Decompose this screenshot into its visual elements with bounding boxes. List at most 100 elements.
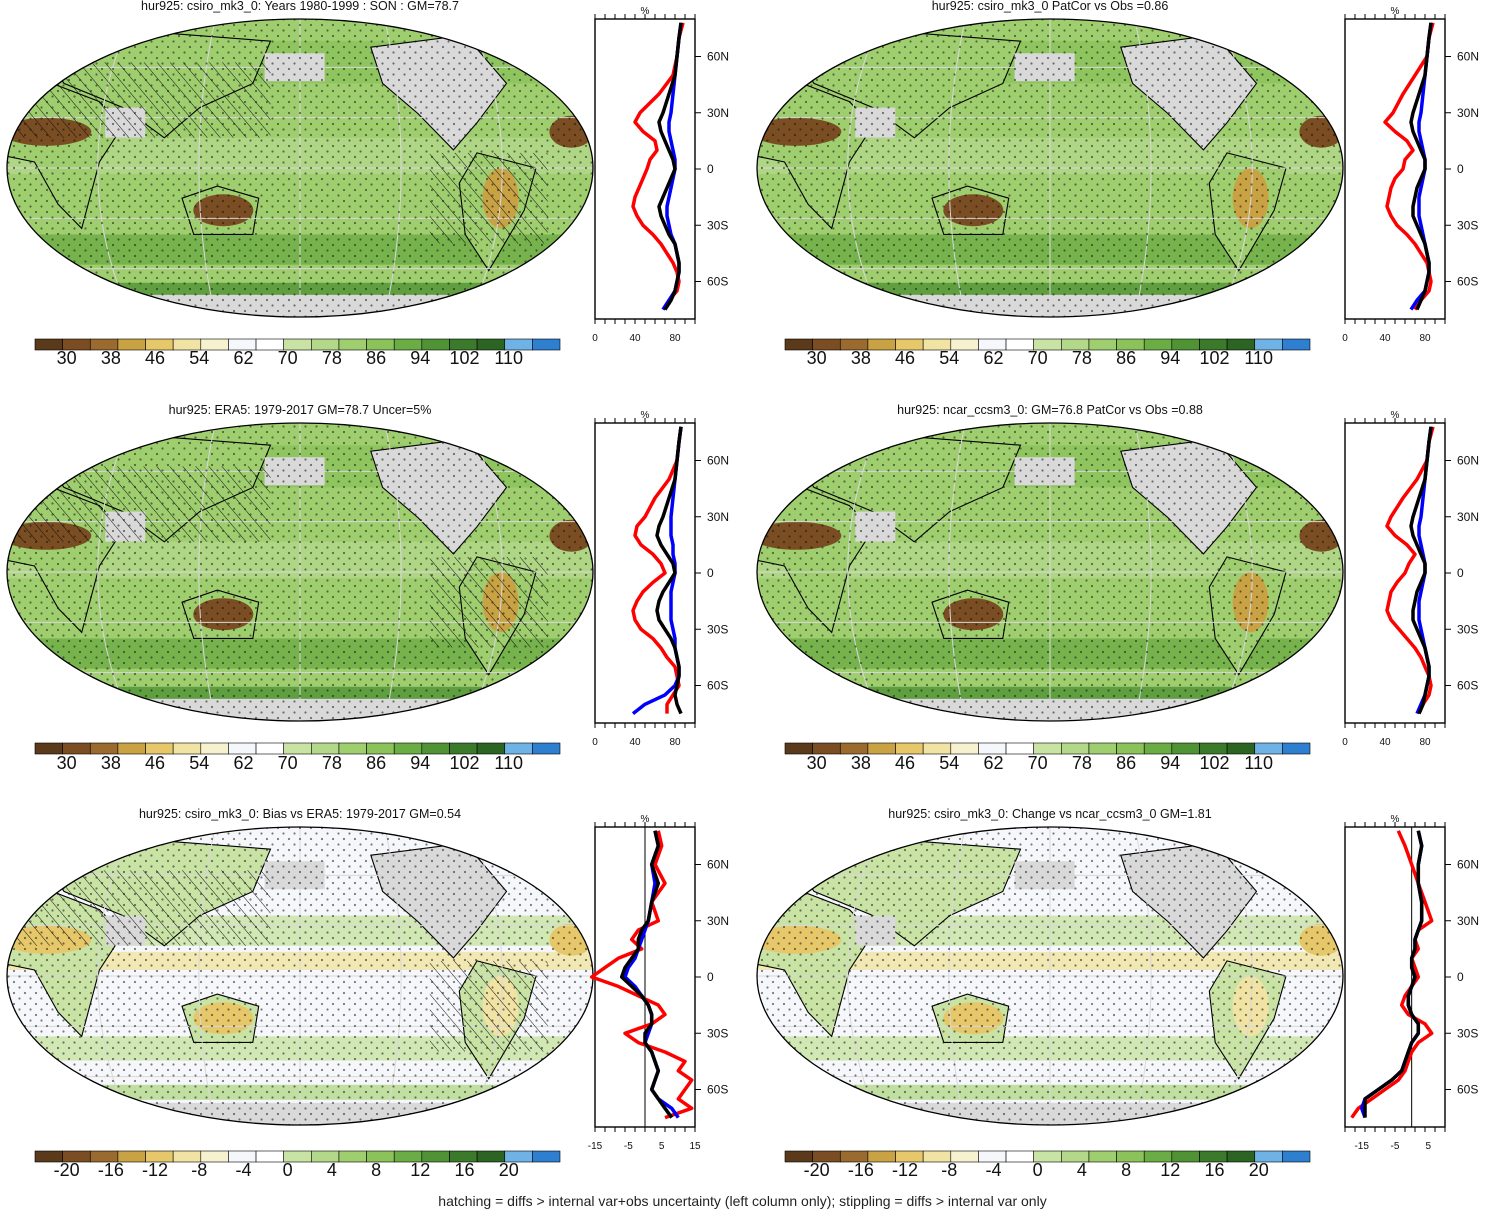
profile-lat-label: 30S (707, 218, 728, 232)
colorbar-tick-label: 110 (494, 348, 523, 368)
profile-x-tick-label: 40 (629, 333, 641, 344)
profile-lat-label: 60S (707, 275, 728, 289)
profile-x-tick-label: 5 (1426, 1141, 1432, 1152)
profile-lat-label: 60N (1457, 454, 1479, 468)
colorbar-4: 30 38 46 54 62 70 78 86 94 102 110 (784, 742, 1311, 773)
colorbar-tick-label: 30 (57, 348, 77, 368)
colorbar-tick-label: 16 (1205, 1160, 1225, 1180)
stippling (757, 19, 1343, 317)
colorbar-tick-label: 30 (57, 753, 77, 773)
colorbar-cell (1282, 338, 1311, 351)
colorbar-tick-label: 4 (327, 1160, 337, 1180)
profile-x-tick-label: 80 (1419, 333, 1431, 344)
map-panel-1 (6, 18, 594, 318)
colorbar-tick-label: 46 (145, 753, 165, 773)
colorbar-cell (117, 338, 146, 351)
colorbar-tick-label: 8 (371, 1160, 381, 1180)
colorbar-tick-label: -16 (98, 1160, 124, 1180)
colorbar-6: -20 -16 -12 -8 -4 0 4 8 12 16 20 (784, 1150, 1311, 1180)
profile-x-tick-label: 15 (689, 1141, 701, 1152)
colorbar-tick-label: 46 (895, 753, 915, 773)
colorbar-tick-label: 86 (366, 753, 386, 773)
map-field (7, 423, 593, 721)
hatching (429, 556, 548, 648)
profile-series-0 (1350, 830, 1434, 1119)
map-title-2: hur925: csiro_mk3_0 PatCor vs Obs =0.86 (932, 0, 1169, 13)
profile-x-tick-label: 0 (1342, 333, 1348, 344)
profile-panel-6: % -15 -5 5 60N 30N 0 30S 60S (1344, 814, 1479, 1152)
colorbar-tick-label: 78 (322, 753, 342, 773)
colorbar-cell (532, 338, 561, 351)
profile-panel-4: % 0 40 80 60N 30N 0 30S 60S (1342, 410, 1479, 748)
profile-x-tick-label: -5 (1391, 1141, 1400, 1152)
colorbar-tick-label: 102 (1200, 348, 1230, 368)
profile-lat-label: 60N (1457, 50, 1479, 64)
profile-panel-5: % -15 -5 5 15 60N 30N 0 30S 60S (588, 814, 729, 1152)
colorbar-tick-label: 94 (1160, 753, 1180, 773)
hatching (429, 960, 548, 1052)
colorbar-tick-label: 78 (1072, 348, 1092, 368)
profile-series-2 (619, 830, 674, 1119)
colorbar-1: 30 38 46 54 62 70 78 86 94 102 110 (34, 338, 561, 368)
colorbar-tick-label: 110 (1244, 348, 1273, 368)
colorbar-tick-label: 102 (450, 753, 480, 773)
profile-lat-label: 30N (1457, 510, 1479, 524)
profile-lat-label: 30S (1457, 1026, 1478, 1040)
colorbar-tick-label: 94 (410, 753, 430, 773)
map-panel-2 (756, 18, 1344, 318)
colorbar-tick-label: 78 (322, 348, 342, 368)
colorbar-tick-label: -16 (848, 1160, 874, 1180)
profile-panel-1: % 0 40 80 60N 30N 0 30S 60S (592, 6, 729, 344)
profile-series-0 (631, 426, 683, 714)
map-panel-4 (756, 422, 1344, 722)
hatching (7, 466, 271, 542)
colorbar-cell (338, 1150, 367, 1163)
hatching (429, 152, 548, 244)
map-border (6, 422, 594, 722)
colorbar-tick-label: 86 (1116, 753, 1136, 773)
colorbar-tick-label: 0 (283, 1160, 293, 1180)
profile-unit-label: % (641, 814, 650, 825)
colorbar-tick-label: 38 (101, 753, 121, 773)
profile-x-tick-label: -15 (588, 1141, 603, 1152)
map-border (756, 826, 1344, 1126)
colorbar-tick-label: 54 (189, 753, 209, 773)
colorbar-cell (338, 338, 367, 351)
profile-lat-label: 60S (1457, 679, 1478, 693)
colorbar-tick-label: 8 (1121, 1160, 1131, 1180)
profile-lat-label: 30N (707, 914, 729, 928)
profile-x-tick-label: 0 (592, 737, 598, 748)
colorbar-tick-label: 16 (455, 1160, 475, 1180)
profile-x-tick-label: -5 (624, 1141, 633, 1152)
profile-lat-label: 30S (707, 1026, 728, 1040)
colorbar-cell (867, 338, 896, 351)
colorbar-tick-label: 12 (1160, 1160, 1180, 1180)
map-title-5: hur925: csiro_mk3_0: Bias vs ERA5: 1979-… (139, 807, 461, 821)
colorbar-5: -20 -16 -12 -8 -4 0 4 8 12 16 20 (34, 1150, 561, 1180)
map-field (757, 423, 1343, 721)
colorbar-tick-label: 70 (1028, 348, 1048, 368)
profile-x-tick-label: 5 (659, 1141, 665, 1152)
colorbar-tick-label: 62 (233, 348, 253, 368)
profile-series-0 (631, 22, 685, 311)
colorbar-tick-label: 102 (1200, 753, 1230, 773)
colorbar-tick-label: 4 (1077, 1160, 1087, 1180)
profile-lat-label: 60S (1457, 1083, 1478, 1097)
colorbar-cell (1282, 742, 1311, 755)
colorbar-3: 30 38 46 54 62 70 78 86 94 102 110 (34, 742, 561, 773)
colorbar-tick-label: 54 (939, 753, 959, 773)
colorbar-tick-label: 38 (851, 348, 871, 368)
profile-lat-label: 60S (1457, 275, 1478, 289)
profile-lat-label: 30S (707, 622, 728, 636)
footer-note: hatching = diffs > internal var+obs unce… (438, 1193, 1047, 1209)
colorbar-tick-label: 78 (1072, 753, 1092, 773)
map-panel-6 (756, 826, 1344, 1126)
profile-unit-label: % (641, 410, 650, 421)
profile-x-tick-label: 40 (629, 737, 641, 748)
colorbar-cell (532, 742, 561, 755)
profile-lat-label: 0 (707, 162, 714, 176)
colorbar-tick-label: 30 (807, 348, 827, 368)
profile-lat-label: 30N (1457, 106, 1479, 120)
profile-panel-3: % 0 40 80 60N 30N 0 30S 60S (592, 410, 729, 748)
